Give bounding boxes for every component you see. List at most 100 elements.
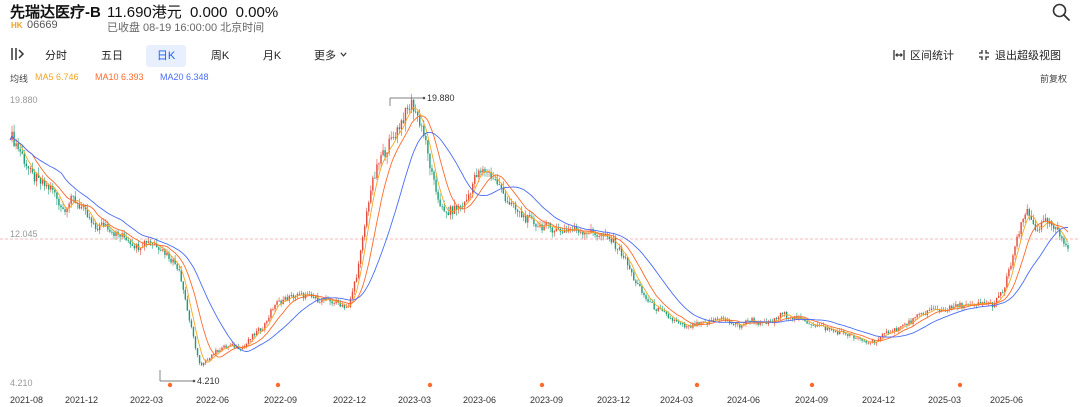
- candle-body: [830, 329, 833, 331]
- candle-body: [1038, 229, 1041, 231]
- candle-body: [408, 108, 411, 110]
- candle-body: [149, 241, 152, 243]
- candle-body: [883, 333, 886, 335]
- candle-body: [245, 343, 248, 346]
- candle-body: [910, 320, 912, 324]
- event-marker: [167, 382, 173, 388]
- x-axis-tick-label: 2024-03: [660, 395, 693, 405]
- tab-more[interactable]: 更多: [308, 45, 354, 67]
- candle-body: [861, 338, 863, 341]
- event-marker: [694, 382, 700, 388]
- candle-body: [1063, 238, 1065, 244]
- candle-body: [1022, 218, 1024, 223]
- candle-body: [394, 136, 396, 138]
- candle-body: [48, 184, 50, 190]
- candle-body: [908, 320, 910, 326]
- candle-body: [421, 125, 423, 127]
- range-stats-button[interactable]: 区间统计: [893, 45, 954, 67]
- candle-body: [504, 193, 507, 202]
- candle-body: [584, 232, 586, 235]
- tab-monthly-k[interactable]: 月K: [262, 50, 282, 62]
- candle-body: [659, 307, 662, 310]
- event-marker: [957, 382, 963, 388]
- candle-body: [677, 321, 680, 323]
- candle-body: [392, 136, 394, 138]
- candle-body: [333, 303, 335, 304]
- price-adjust-selector[interactable]: 前复权: [1040, 74, 1068, 84]
- candle-body: [372, 177, 374, 191]
- candle-body: [965, 304, 967, 306]
- candle-body: [1024, 214, 1026, 219]
- candle-body: [451, 206, 454, 215]
- candle-body: [290, 295, 293, 296]
- candle-body: [27, 166, 30, 169]
- candle-body: [168, 252, 170, 259]
- stock-change-pct: 0.00%: [235, 4, 279, 21]
- ma5-value: MA5 6.746: [35, 72, 79, 82]
- candle-body: [1067, 245, 1069, 249]
- stock-code: 06669: [27, 19, 58, 31]
- candle-body: [679, 322, 682, 324]
- exit-super-view-button[interactable]: 退出超级视图: [978, 45, 1061, 67]
- search-icon: [1052, 3, 1070, 21]
- candle-body: [667, 314, 670, 318]
- candle-body: [361, 237, 364, 251]
- candle-body: [317, 296, 319, 303]
- candle-body: [633, 272, 635, 281]
- panel-toggle-icon: [11, 48, 25, 60]
- candle-body: [684, 323, 686, 328]
- candle-body: [86, 209, 89, 218]
- candle-body: [227, 346, 229, 348]
- candle-body: [1010, 265, 1012, 270]
- candle-body: [400, 120, 403, 130]
- candle-body: [96, 228, 99, 231]
- tab-weekly-k[interactable]: 周K: [210, 50, 230, 62]
- candle-body: [690, 325, 692, 328]
- sidebar-toggle-button[interactable]: [10, 46, 26, 62]
- candle-body: [465, 199, 468, 202]
- candle-body: [396, 127, 399, 138]
- candle-body: [904, 323, 906, 325]
- candle-body: [997, 295, 1000, 298]
- tab-intraday[interactable]: 分时: [45, 50, 67, 62]
- min-price-label: 4.210: [197, 376, 220, 386]
- x-axis-tick-label: 2022-03: [130, 395, 163, 405]
- candle-body: [682, 323, 684, 324]
- ma20-value: MA20 6.348: [160, 72, 209, 82]
- candle-body: [655, 309, 657, 311]
- candle-body: [940, 309, 943, 312]
- candle-body: [665, 311, 668, 315]
- candle-body: [863, 340, 865, 342]
- candle-body: [783, 311, 786, 314]
- candle-body: [751, 318, 753, 322]
- candle-body: [720, 317, 723, 319]
- x-axis-tick-label: 2023-09: [530, 395, 563, 405]
- x-axis-tick-label: 2022-06: [196, 395, 229, 405]
- search-button[interactable]: [1050, 1, 1072, 23]
- candle-body: [755, 321, 757, 323]
- candle-body: [253, 333, 256, 336]
- kline-chart[interactable]: 19.880 4.210 19.880 12.045 4.210 2021-08 2021…: [0, 88, 1080, 407]
- tab-daily-k[interactable]: 日K: [146, 45, 186, 67]
- candle-body: [270, 309, 272, 318]
- candle-body: [437, 191, 439, 200]
- stock-quote: 11.690港元 0.000 0.00%: [107, 1, 282, 22]
- candle-body: [514, 203, 517, 210]
- candle-body: [137, 243, 140, 251]
- candle-body: [292, 295, 295, 299]
- ma5-line: [9, 107, 1069, 363]
- candle-body: [539, 224, 541, 227]
- candle-body: [663, 311, 666, 312]
- candle-body: [624, 257, 627, 259]
- candle-body: [537, 226, 539, 228]
- tab-five-day[interactable]: 五日: [101, 50, 123, 62]
- max-price-label: 19.880: [427, 93, 455, 103]
- candle-body: [251, 333, 254, 339]
- candle-body: [525, 215, 527, 223]
- candle-body: [995, 297, 998, 304]
- candle-body: [567, 229, 570, 232]
- candle-body: [631, 268, 633, 273]
- candle-body: [469, 193, 472, 195]
- candle-body: [266, 321, 268, 324]
- candle-body: [278, 300, 280, 302]
